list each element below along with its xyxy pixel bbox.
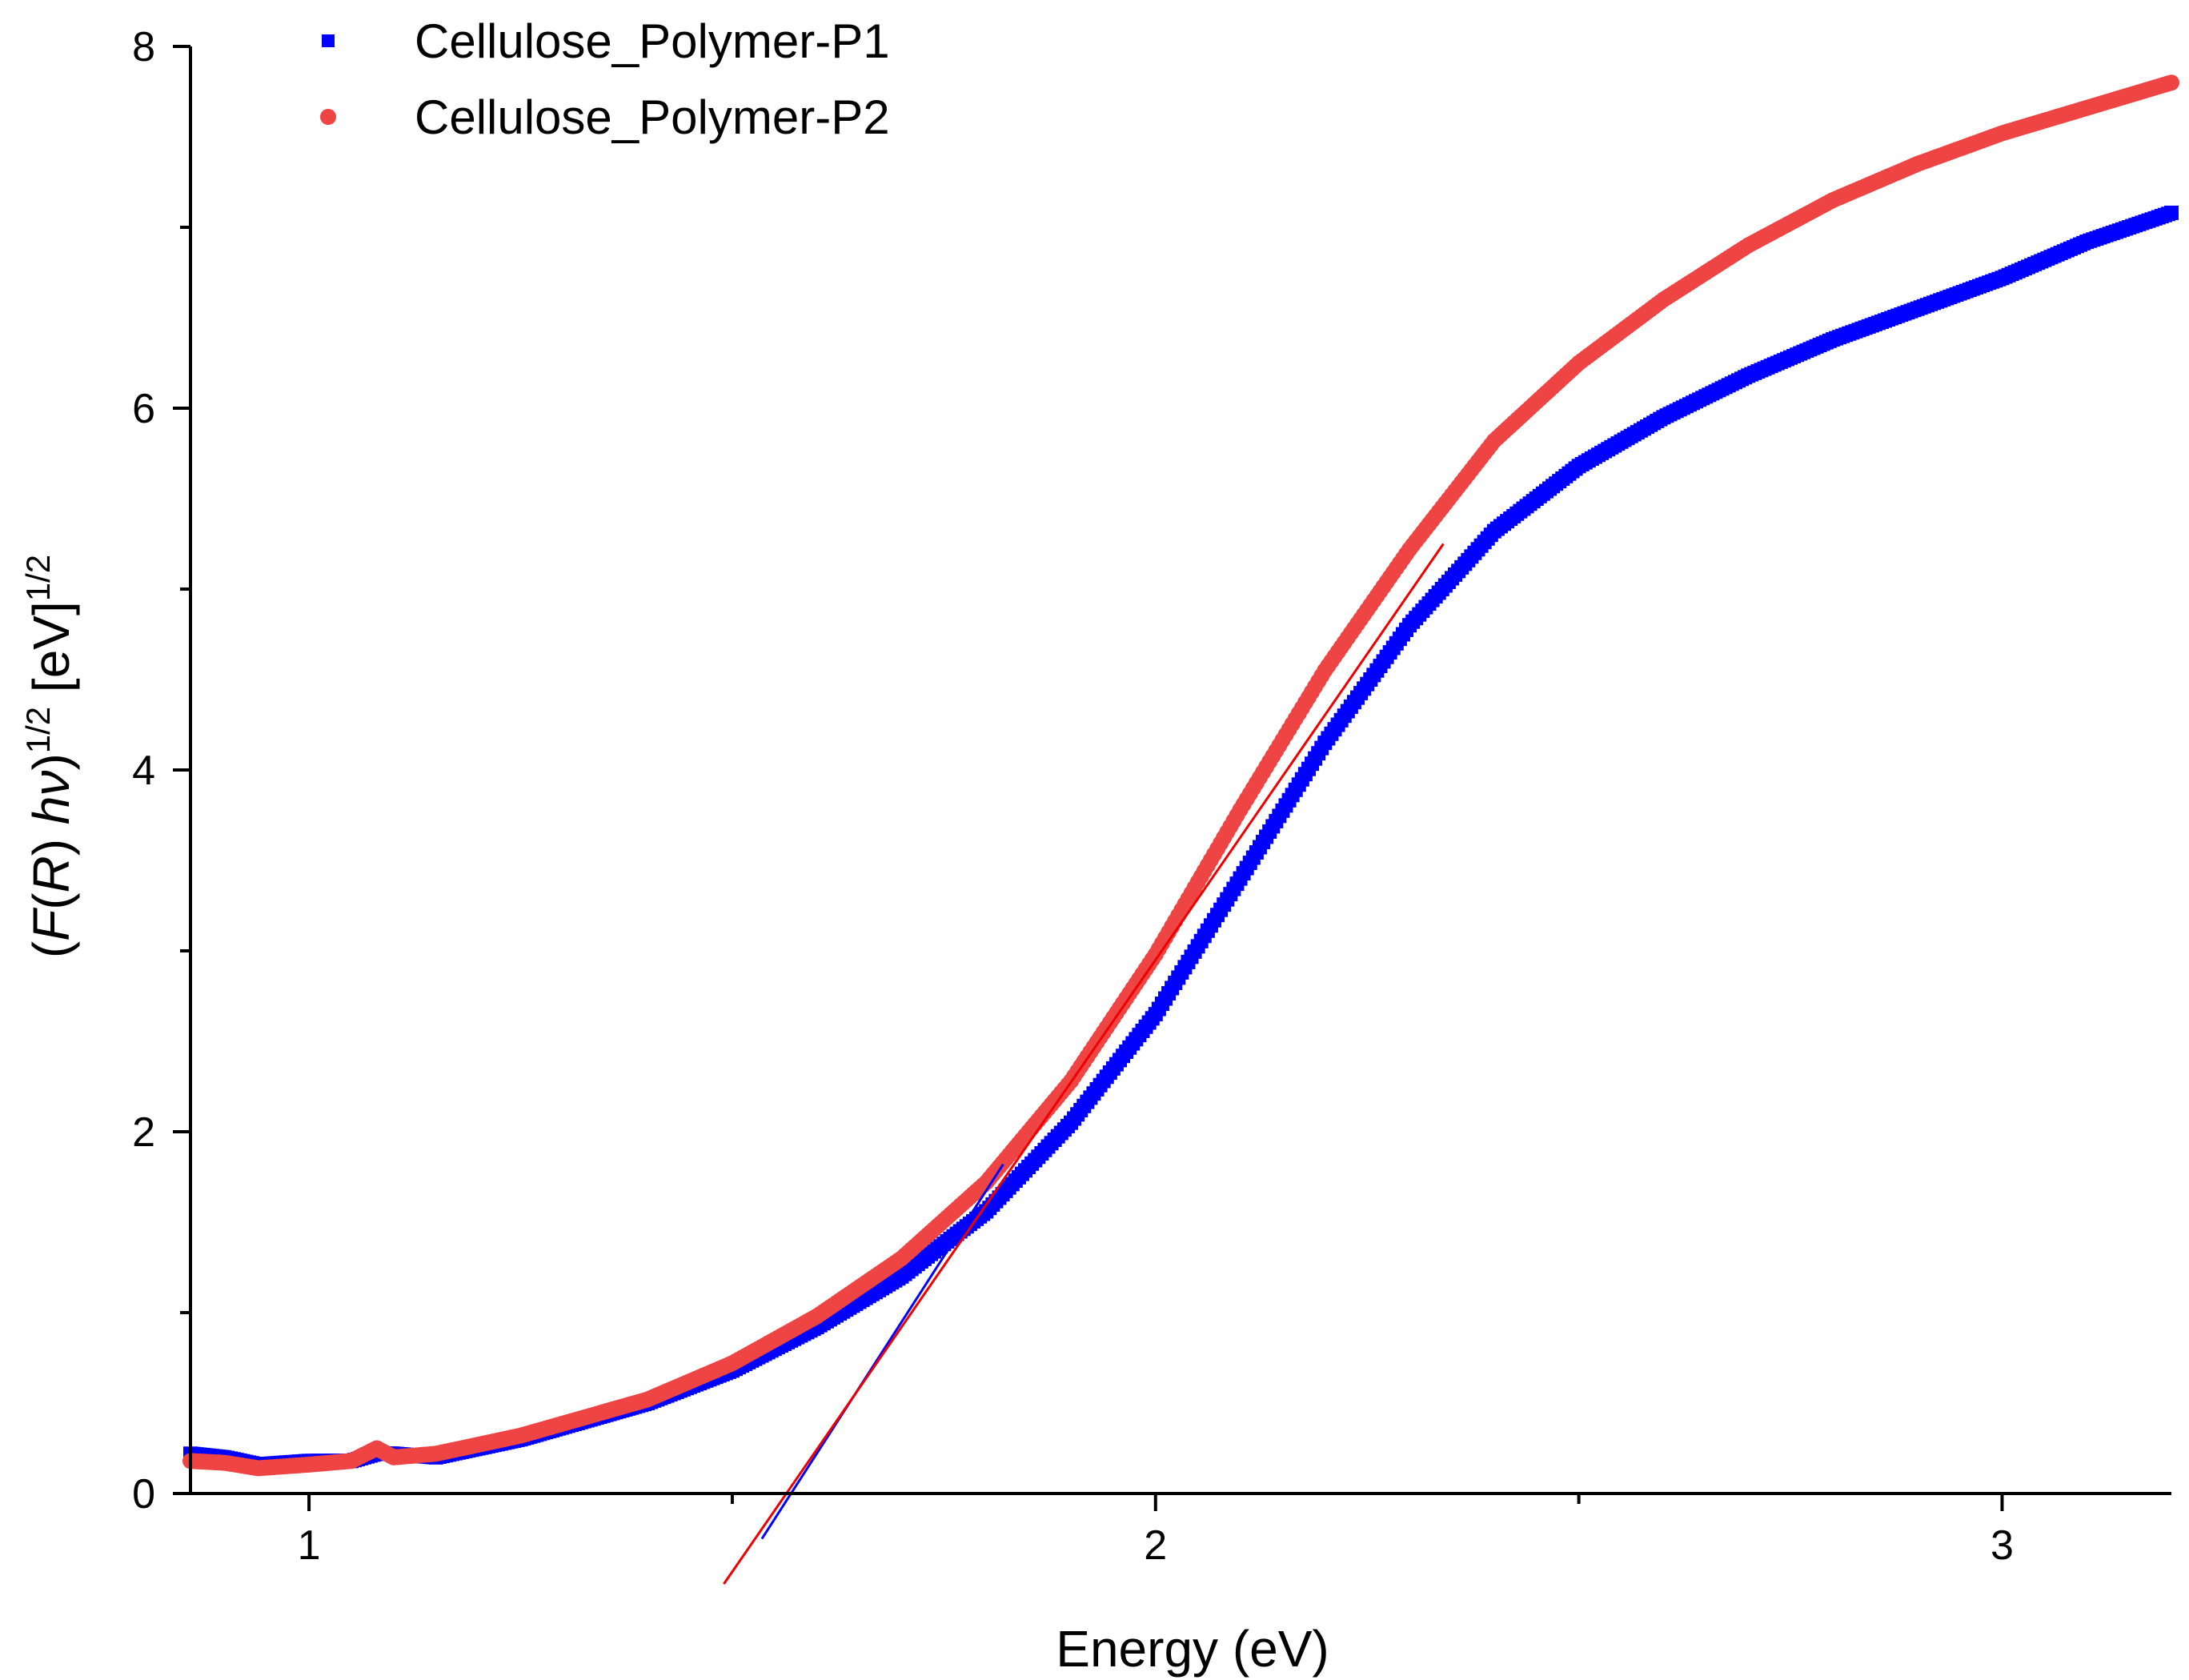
legend-label-p1: Cellulose_Polymer-P1 (415, 14, 890, 68)
legend-marker-circle (320, 109, 336, 125)
x-axis-title: Energy (eV) (1056, 1620, 1329, 1678)
y-axis-title-paren-close: ) (22, 839, 80, 856)
legend-label-p2: Cellulose_Polymer-P2 (415, 90, 890, 144)
plot-area (182, 74, 2179, 1477)
fit-lines (723, 543, 1445, 1585)
legend-item-p1: Cellulose_Polymer-P1 (322, 14, 890, 68)
x-tick-label: 3 (1991, 1522, 2014, 1569)
x-tick-label: 2 (1144, 1522, 1167, 1569)
legend: Cellulose_Polymer-P1 Cellulose_Polymer-P… (320, 14, 890, 144)
legend-item-p2: Cellulose_Polymer-P2 (320, 90, 890, 144)
fit-line-1 (760, 1163, 1004, 1540)
series-1 (183, 205, 2179, 1472)
data-point (2164, 205, 2179, 220)
y-tick-label: 6 (132, 386, 155, 432)
y-tick-label: 8 (132, 24, 155, 70)
x-tick-label: 1 (298, 1522, 321, 1569)
y-axis-title-close: ) (22, 753, 80, 770)
y-axis-title-nu: ν (22, 771, 80, 796)
y-axis-title: (F(R) hν)1/2 [eV]1/2 (19, 555, 80, 958)
y-axis-title-h: h (22, 796, 80, 825)
data-point (2163, 74, 2179, 91)
ticks: 1 2 3 0 2 4 6 8 (132, 24, 2014, 1569)
axes (189, 46, 2171, 1495)
legend-marker-square (322, 34, 335, 47)
y-tick-label: 0 (132, 1471, 155, 1518)
y-axis-title-sup2: 1/2 (19, 555, 57, 601)
y-tick-label: 2 (132, 1109, 155, 1156)
series-2 (182, 74, 2179, 1477)
y-axis-title-f: F (22, 907, 80, 941)
y-axis-title-sup1: 1/2 (19, 707, 57, 753)
y-axis-title-unit: [eV] (22, 601, 80, 692)
y-axis-title-paren-open: ( (22, 892, 80, 909)
y-axis-title-open: ( (22, 941, 80, 958)
y-tick-label: 4 (132, 748, 155, 794)
fit-line-2 (723, 543, 1445, 1585)
y-axis-title-r: R (22, 856, 80, 892)
